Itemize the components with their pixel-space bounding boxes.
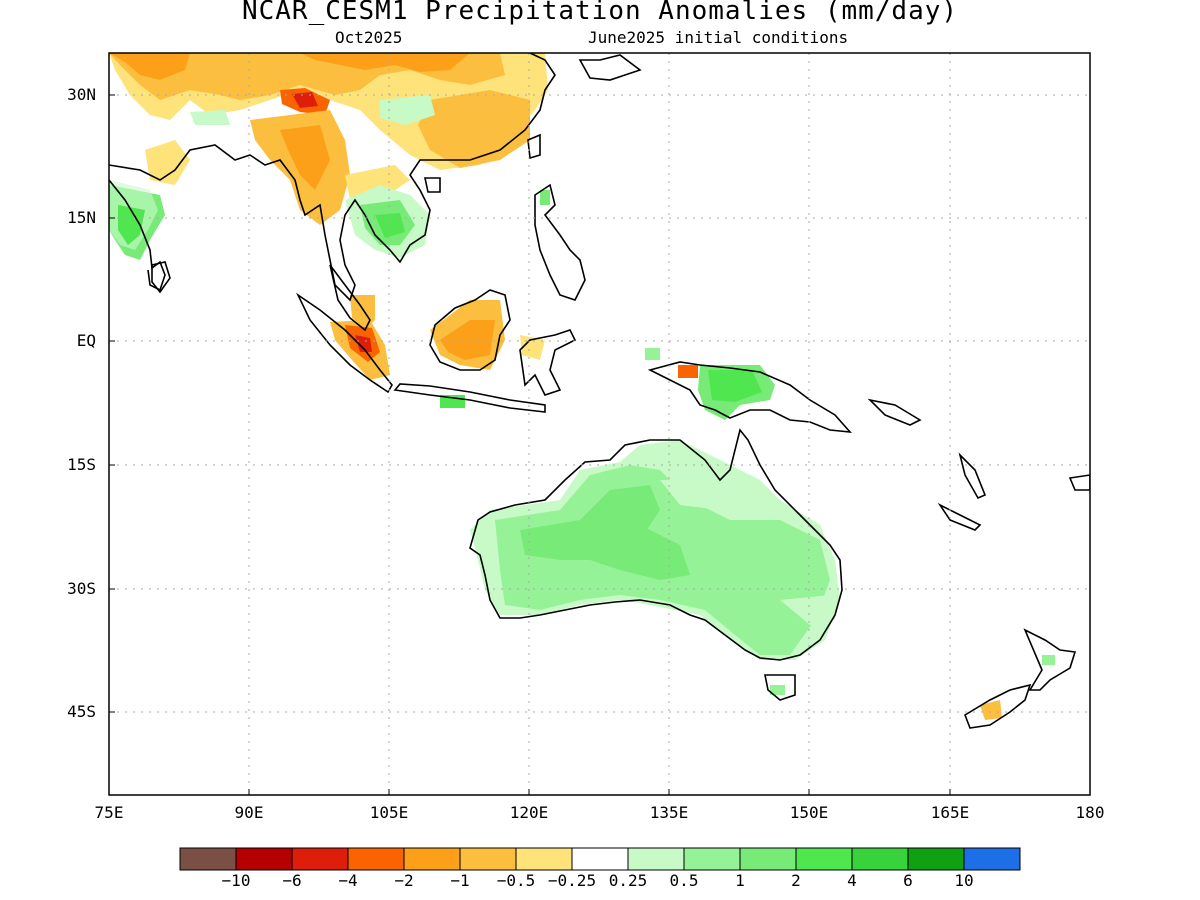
colorbar-swatch bbox=[739, 847, 797, 871]
grid bbox=[109, 53, 1090, 795]
lon-label-120e: 120E bbox=[509, 803, 549, 822]
lon-label-90e: 90E bbox=[234, 803, 264, 822]
colorbar-swatch bbox=[683, 847, 741, 871]
lon-label-75e: 75E bbox=[94, 803, 124, 822]
initial-conditions: June2025 initial conditions bbox=[588, 28, 849, 47]
map-frame bbox=[108, 52, 1091, 796]
colorbar-label: 4 bbox=[847, 871, 857, 890]
colorbar-label: 10 bbox=[954, 871, 974, 890]
lat-label-30s: 30S bbox=[67, 579, 96, 598]
colorbar-label: −1 bbox=[450, 871, 470, 890]
lon-label-165e: 165E bbox=[930, 803, 970, 822]
anomaly-fields bbox=[109, 53, 1055, 720]
colorbar-swatch bbox=[347, 847, 405, 871]
colorbar-label: −0.5 bbox=[496, 871, 536, 890]
colorbar-swatch bbox=[571, 847, 629, 871]
colorbar-swatch bbox=[627, 847, 685, 871]
lon-label-105e: 105E bbox=[369, 803, 409, 822]
colorbar-swatch bbox=[403, 847, 461, 871]
colorbar-swatch bbox=[235, 847, 293, 871]
colorbar-swatch bbox=[291, 847, 349, 871]
colorbar-label: 0.25 bbox=[608, 871, 648, 890]
lon-label-150e: 150E bbox=[789, 803, 829, 822]
colorbar-label: −10 bbox=[221, 871, 251, 890]
lon-label-135e: 135E bbox=[649, 803, 689, 822]
lat-label-45s: 45S bbox=[67, 702, 96, 721]
colorbar-label: −4 bbox=[338, 871, 358, 890]
colorbar-swatch bbox=[851, 847, 909, 871]
forecast-month: Oct2025 bbox=[335, 28, 403, 47]
axis-ticks bbox=[109, 94, 951, 795]
colorbar-label: 2 bbox=[791, 871, 801, 890]
colorbar bbox=[179, 847, 1021, 871]
colorbar-swatch bbox=[907, 847, 965, 871]
colorbar-label: −2 bbox=[394, 871, 414, 890]
colorbar-label: −0.25 bbox=[547, 871, 597, 890]
colorbar-swatch bbox=[795, 847, 853, 871]
coastlines bbox=[109, 53, 1090, 729]
lat-label-30n: 30N bbox=[67, 85, 96, 104]
map-title: NCAR_CESM1 Precipitation Anomalies (mm/d… bbox=[241, 0, 959, 26]
colorbar-swatch bbox=[179, 847, 237, 871]
lat-label-15n: 15N bbox=[67, 208, 96, 227]
colorbar-swatch bbox=[515, 847, 573, 871]
lat-label-15s: 15S bbox=[67, 455, 96, 474]
colorbar-label: 0.5 bbox=[669, 871, 699, 890]
colorbar-label: 1 bbox=[735, 871, 745, 890]
colorbar-swatch bbox=[459, 847, 517, 871]
colorbar-label: −6 bbox=[282, 871, 302, 890]
colorbar-label: 6 bbox=[903, 871, 913, 890]
colorbar-swatch bbox=[963, 847, 1021, 871]
lat-label-eq: EQ bbox=[76, 331, 96, 350]
lon-label-180: 180 bbox=[1075, 803, 1105, 822]
